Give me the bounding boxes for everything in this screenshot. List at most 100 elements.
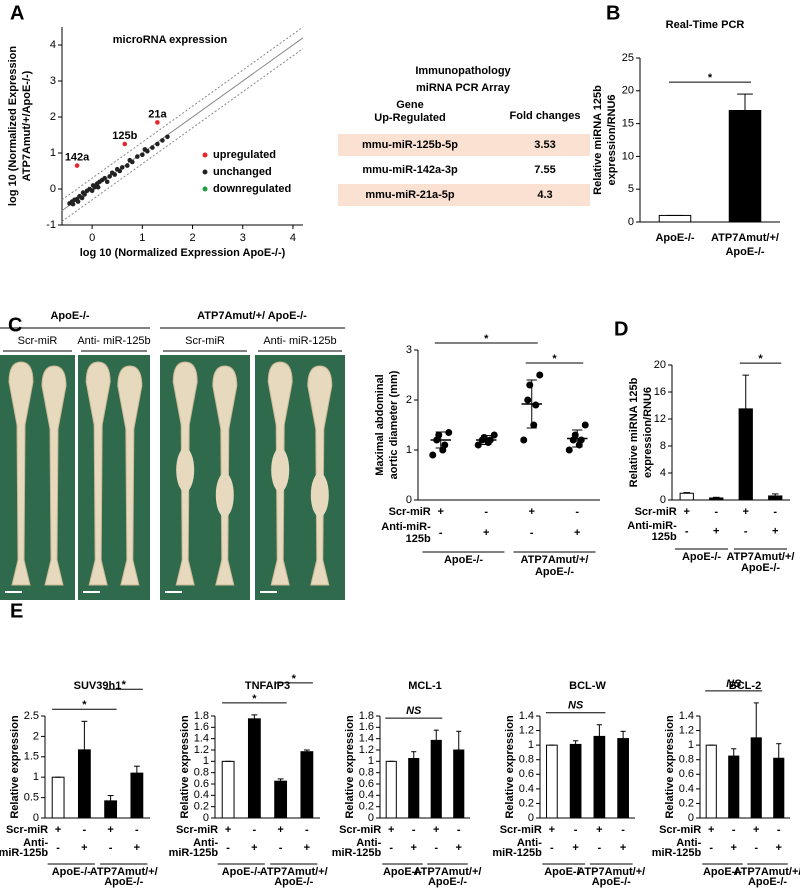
treatment-label: Scr-miR — [176, 824, 218, 836]
y-tick-label: 16 — [654, 386, 666, 398]
y-tick-label: 1.4 — [679, 710, 694, 722]
treatment-mark: + — [433, 824, 439, 836]
bar — [617, 738, 629, 819]
aneurysm — [310, 473, 329, 517]
x-tick-label: ApoE-/- — [725, 246, 764, 258]
y-tick-label: 0.8 — [519, 754, 534, 766]
y-tick-label: 0.5 — [24, 792, 39, 804]
bar — [569, 743, 582, 819]
treatment-mark: + — [596, 824, 602, 836]
panel-letter: D — [614, 318, 628, 340]
y-tick-label: 0.2 — [194, 801, 209, 813]
bar — [728, 109, 762, 223]
treatment-label: Scr-miR — [635, 506, 677, 518]
point — [532, 401, 540, 409]
treatment-mark: - — [709, 842, 713, 854]
table-row-shade — [338, 184, 590, 206]
treatment-mark: - — [389, 842, 393, 854]
treatment-mark: - — [305, 824, 309, 836]
bar — [408, 758, 420, 819]
bar — [593, 735, 606, 819]
point — [445, 429, 453, 436]
treatment-mark: + — [107, 824, 113, 836]
x-tick-label: 4 — [290, 232, 296, 244]
group-label: ApoE-/- — [104, 876, 143, 888]
point — [160, 138, 165, 143]
y-tick-label: 0 — [203, 812, 209, 824]
bar — [773, 757, 785, 819]
y-tick-label: 2 — [33, 730, 39, 742]
y-axis-label: aortic diameter (mm) — [388, 370, 400, 479]
significance-label: NS — [726, 678, 742, 690]
group-label: ApoE-/- — [682, 551, 721, 563]
y-tick-label: 0 — [628, 216, 634, 228]
y-tick-label: 0.8 — [359, 767, 374, 779]
bar — [385, 760, 397, 819]
point — [165, 134, 170, 140]
y-tick-label: 0.2 — [679, 797, 694, 809]
bar — [77, 749, 91, 819]
treatment-mark: - — [457, 824, 461, 836]
bar — [679, 492, 694, 501]
group-label: ApoE-/- — [222, 866, 261, 878]
group-label: ATP7Amut/+/ — [734, 866, 800, 878]
x-tick-label: 2 — [189, 232, 195, 244]
y-tick-label: 0 — [660, 494, 666, 506]
group-label: ApoE-/- — [703, 866, 742, 878]
y-axis-label: Relative expression — [344, 715, 356, 819]
treatment-mark: - — [744, 525, 748, 537]
y-tick-label: 3 — [406, 344, 412, 356]
treatment-label: miR-125b — [0, 847, 48, 859]
group-label: ApoE-/- — [544, 866, 583, 878]
y-tick-label: 0 — [688, 812, 694, 824]
bar — [453, 749, 465, 819]
treatment-label: 125b — [406, 533, 431, 545]
y-tick-label: 12 — [654, 413, 666, 425]
x-axis-label: log 10 (Normalized Expression ApoE-/-) — [80, 247, 286, 259]
treatment-label: Scr-miR — [500, 824, 542, 836]
significance-label: * — [252, 693, 257, 705]
treatment-mark: + — [411, 842, 417, 854]
y-axis-label: expression/RNU6 — [642, 387, 654, 478]
y-tick-label: 5 — [628, 183, 634, 195]
table-cell: 7.55 — [534, 164, 555, 176]
y-tick-label: -1 — [46, 219, 56, 231]
chart-title: microRNA expression — [113, 34, 228, 46]
group-label: ApoE-/- — [52, 866, 91, 878]
point — [441, 441, 449, 449]
treatment-label: Anti- — [193, 837, 218, 849]
treatment-label: Anti- — [676, 837, 701, 849]
aorta — [117, 365, 143, 586]
y-tick-label: 0.2 — [519, 797, 534, 809]
y-tick-label: 8 — [660, 440, 666, 452]
group-label: ApoE-/- — [535, 566, 574, 578]
significance-label: * — [122, 679, 127, 691]
chart-title: SUV39h1 — [74, 680, 122, 692]
bar — [658, 214, 692, 223]
group-label: ApoE-/- — [274, 876, 313, 888]
bar — [546, 744, 558, 819]
group-label: ATP7Amut/+/ — [727, 551, 795, 563]
treatment-mark: - — [530, 527, 534, 539]
treatment-mark: - — [226, 842, 230, 854]
y-tick-label: 1 — [368, 755, 374, 767]
point — [124, 163, 130, 168]
point — [107, 174, 112, 179]
treatment-mark: + — [134, 842, 140, 854]
treatment-mark: + — [549, 824, 555, 836]
y-tick-label: 0.4 — [359, 789, 374, 801]
treatment-mark: + — [55, 824, 61, 836]
treatment-mark: + — [776, 842, 782, 854]
point — [70, 201, 76, 207]
legend-swatch — [202, 152, 208, 158]
treatment-mark: - — [279, 842, 283, 854]
photo-treatment-label: Anti- miR-125b — [77, 335, 150, 347]
point — [119, 165, 125, 170]
bar — [247, 718, 261, 819]
table-header: Gene — [396, 99, 424, 111]
y-axis-label: Relative expression — [504, 715, 516, 819]
treatment-mark: + — [753, 824, 759, 836]
treatment-label: Scr-miR — [389, 506, 431, 518]
point — [129, 159, 135, 165]
reference-line — [61, 26, 304, 201]
